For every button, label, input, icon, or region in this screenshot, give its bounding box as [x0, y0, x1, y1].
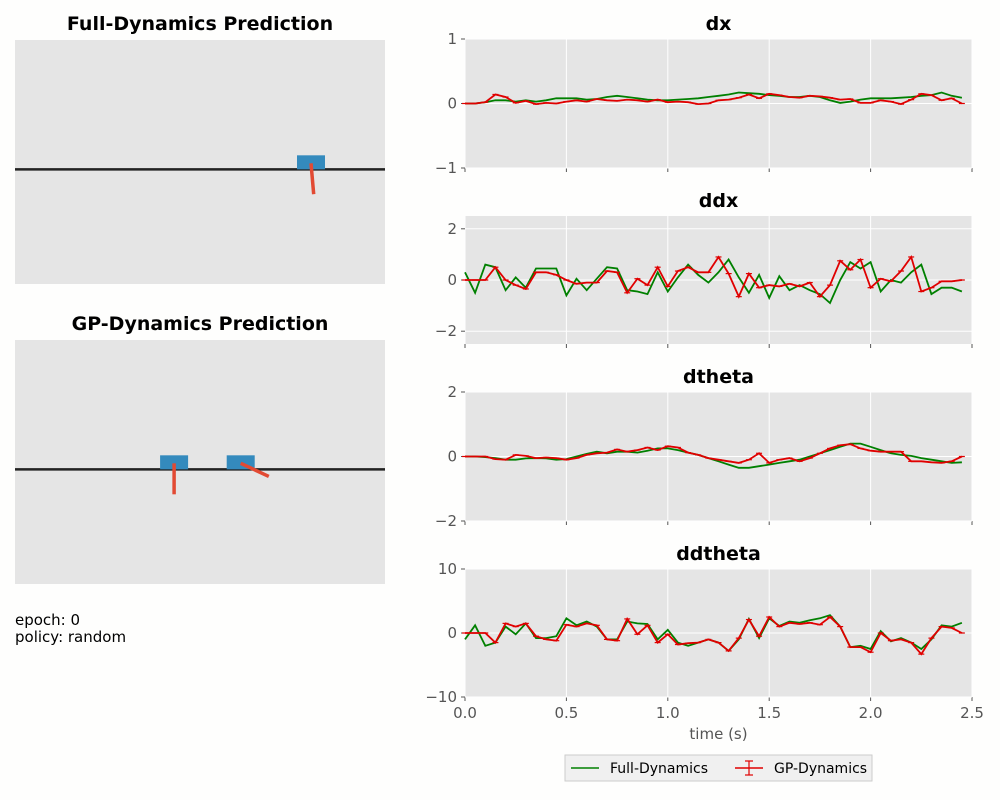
legend-gp-label: GP-Dynamics: [774, 761, 867, 777]
series-line-full-dynamics: [464, 257, 963, 305]
pole-line: [239, 461, 270, 479]
series-line-full-dynamics: [465, 91, 963, 105]
policy-text: policy: random: [15, 628, 127, 646]
y-tick-label: −10: [425, 688, 457, 706]
legend-full-label: Full-Dynamics: [610, 761, 708, 777]
cartpole-panel-background: [15, 340, 385, 584]
epoch-text: epoch: 0: [15, 611, 81, 629]
x-tick-label: 1.0: [656, 704, 680, 722]
subplot-title: dtheta: [683, 366, 754, 388]
subplot-title: dx: [706, 13, 732, 35]
y-tick-label: 0: [447, 271, 457, 289]
legend-box: [564, 754, 873, 782]
y-tick-label: 0: [447, 624, 457, 642]
x-tick-label: 2.0: [859, 704, 883, 722]
x-tick-label: 1.5: [757, 704, 781, 722]
info-block: epoch: 0 policy: random: [15, 612, 126, 646]
y-tick-label: −2: [435, 512, 457, 530]
y-tick-label: 0: [447, 95, 457, 113]
x-tick-label: 0.5: [554, 704, 578, 722]
cartpole-panel-background: [15, 40, 385, 284]
y-tick-label: 2: [447, 220, 457, 238]
subplot-title: ddx: [699, 190, 738, 212]
subplot-title: ddtheta: [676, 543, 761, 565]
x-tick-label: 0.0: [453, 704, 477, 722]
cartpole-panel-title: Full-Dynamics Prediction: [67, 13, 333, 35]
y-tick-label: 10: [438, 560, 457, 578]
x-axis-label: time (s): [689, 725, 747, 743]
y-tick-label: −2: [435, 322, 457, 340]
y-tick-label: 2: [447, 383, 457, 401]
y-tick-label: 0: [447, 448, 457, 466]
cart-block: [297, 155, 325, 170]
x-tick-label: 2.5: [960, 704, 984, 722]
pole-line: [309, 163, 316, 195]
y-tick-label: 1: [447, 30, 457, 48]
cartpole-panel-title: GP-Dynamics Prediction: [72, 313, 329, 335]
cart-block: [160, 455, 189, 470]
y-tick-label: −1: [435, 159, 457, 177]
